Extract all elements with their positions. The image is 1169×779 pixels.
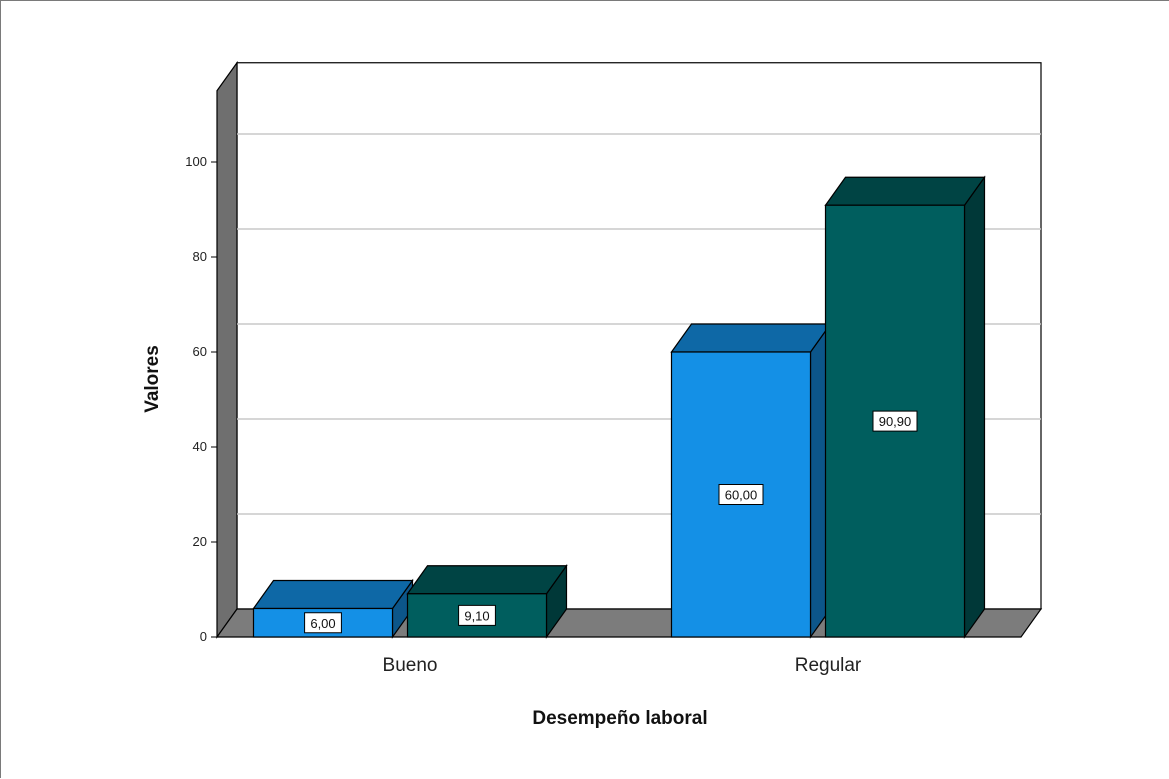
y-tick-label: 20 xyxy=(193,534,207,549)
data-label: 9,10 xyxy=(464,608,489,623)
side-wall xyxy=(216,60,238,639)
bars: 6,00 9,10 60,00 90,90 xyxy=(252,175,986,639)
data-label-box xyxy=(304,612,342,634)
y-tick-label: 80 xyxy=(193,249,207,264)
x-category-label: Bueno xyxy=(383,655,438,676)
bar-top xyxy=(252,579,414,610)
data-label: 90,90 xyxy=(879,414,912,429)
bar-side xyxy=(963,175,986,639)
data-label-box xyxy=(872,410,918,432)
y-tick-label: 0 xyxy=(200,629,207,644)
y-axis-title: Valores xyxy=(142,345,163,413)
y-tick-label: 40 xyxy=(193,439,207,454)
data-label: 6,00 xyxy=(310,616,335,631)
y-axis-ticks: 0 20 40 60 80 100 xyxy=(185,154,217,644)
data-label-box xyxy=(718,484,764,505)
bar-top xyxy=(670,323,832,353)
x-category-label: Regular xyxy=(795,655,862,676)
bar-top xyxy=(406,565,568,595)
x-axis-categories: Bueno Regular xyxy=(383,655,862,676)
bar-top xyxy=(824,176,986,206)
y-tick-label: 60 xyxy=(193,344,207,359)
y-tick-label: 100 xyxy=(185,154,207,169)
data-label: 60,00 xyxy=(725,488,758,503)
data-label-box xyxy=(458,604,496,626)
x-axis-title: Desempeño laboral xyxy=(532,708,707,729)
